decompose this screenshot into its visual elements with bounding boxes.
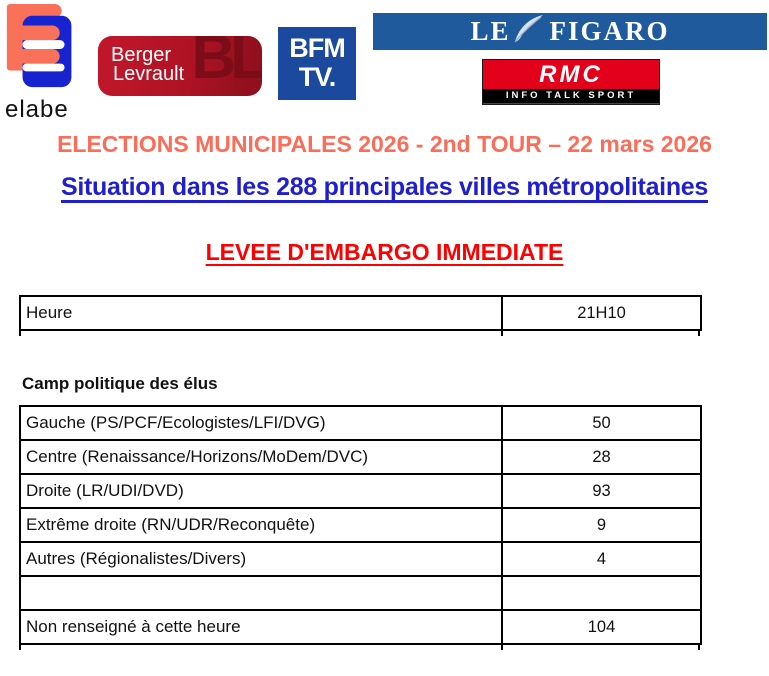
border-stub [19, 331, 21, 336]
camp-value-cell: 4 [501, 541, 702, 577]
logo-band: elabe BL Berger Levrault BFM TV. LE FIGA… [0, 0, 769, 124]
rmc-tagline: INFO TALK SPORT [483, 89, 659, 103]
elabe-icon [6, 4, 72, 88]
camp-label-cell: Autres (Régionalistes/Divers) [19, 541, 503, 577]
bfmtv-logo: BFM TV. [278, 27, 356, 100]
camp-label-cell [19, 575, 503, 611]
border-stub [19, 645, 21, 650]
camp-table: Gauche (PS/PCF/Ecologistes/LFI/DVG) 50 C… [19, 405, 702, 645]
border-stub [698, 331, 700, 336]
camp-label-cell: Extrême droite (RN/UDR/Reconquête) [19, 507, 503, 543]
table-row: Droite (LR/UDI/DVD) 93 [19, 473, 702, 509]
camp-value-cell [501, 575, 702, 611]
table-row: Non renseigné à cette heure 104 [19, 609, 702, 645]
berger-levrault-logo: BL Berger Levrault [98, 36, 262, 96]
camp-value-cell: 93 [501, 473, 702, 509]
camp-label-cell: Non renseigné à cette heure [19, 609, 503, 645]
camp-label-cell: Centre (Renaissance/Horizons/MoDem/DVC) [19, 439, 503, 475]
camp-value-cell: 50 [501, 405, 702, 441]
embargo-title: LEVEE D'EMBARGO IMMEDIATE [205, 239, 564, 265]
table-row: Gauche (PS/PCF/Ecologistes/LFI/DVG) 50 [19, 405, 702, 441]
table-row: Heure 21H10 [19, 295, 702, 331]
table-row: Centre (Renaissance/Horizons/MoDem/DVC) … [19, 439, 702, 475]
quill-icon [514, 14, 543, 42]
elabe-logo: elabe [3, 4, 93, 124]
heure-value-cell: 21H10 [501, 295, 702, 331]
rmc-logo: RMC INFO TALK SPORT [482, 59, 660, 105]
camp-section-title: Camp politique des élus [22, 374, 218, 393]
border-stub [698, 645, 700, 650]
camp-value-cell: 28 [501, 439, 702, 475]
border-stub [501, 331, 503, 336]
elabe-wordmark: elabe [5, 96, 69, 123]
heure-table-wrap: Heure 21H10 [19, 295, 702, 336]
table-row: Autres (Régionalistes/Divers) 4 [19, 541, 702, 577]
camp-value-cell: 104 [501, 609, 702, 645]
heure-table: Heure 21H10 [19, 295, 702, 331]
lefigaro-logo: LE FIGARO [373, 13, 767, 50]
camp-value-cell: 9 [501, 507, 702, 543]
main-title: ELECTIONS MUNICIPALES 2026 - 2nd TOUR – … [57, 131, 712, 157]
camp-table-wrap: Gauche (PS/PCF/Ecologistes/LFI/DVG) 50 C… [19, 405, 702, 650]
border-stub [501, 645, 503, 650]
berger-levrault-wordmark: Berger Levrault [111, 44, 185, 85]
subtitle: Situation dans les 288 principales ville… [60, 173, 708, 201]
berger-levrault-monogram: BL [191, 36, 262, 92]
table-row: Extrême droite (RN/UDR/Reconquête) 9 [19, 507, 702, 543]
camp-label-cell: Droite (LR/UDI/DVD) [19, 473, 503, 509]
table-row [19, 575, 702, 611]
heure-label-cell: Heure [19, 295, 503, 331]
camp-label-cell: Gauche (PS/PCF/Ecologistes/LFI/DVG) [19, 405, 503, 441]
rmc-wordmark: RMC [539, 61, 603, 88]
